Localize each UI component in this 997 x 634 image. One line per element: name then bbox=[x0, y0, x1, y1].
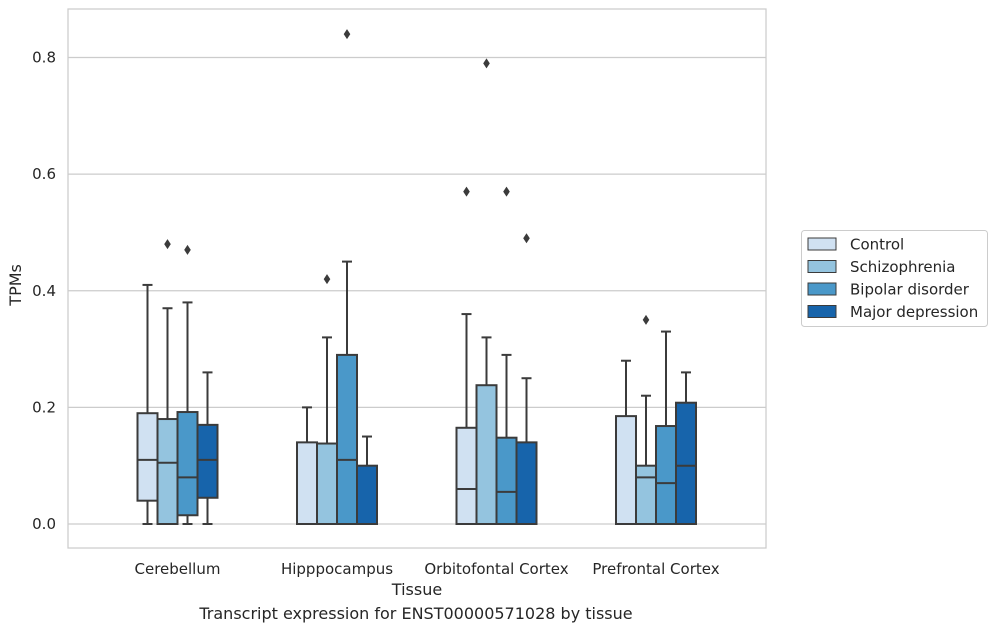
box-iqr bbox=[296, 441, 318, 525]
outlier-point bbox=[483, 58, 490, 69]
box-schizophrenia bbox=[156, 239, 179, 526]
legend-label: Control bbox=[850, 236, 904, 254]
outlier-point bbox=[164, 239, 171, 250]
legend-label: Bipolar disorder bbox=[850, 281, 970, 299]
x-axis-label: Tissue bbox=[391, 580, 442, 599]
box-group bbox=[296, 29, 378, 525]
box-bipolar-disorder bbox=[336, 29, 358, 525]
outlier-point bbox=[642, 314, 650, 325]
legend-frame bbox=[801, 230, 988, 327]
y-axis-label: TPMs bbox=[6, 264, 25, 307]
box-major-depression bbox=[196, 371, 219, 525]
box-iqr bbox=[336, 353, 358, 525]
box-control bbox=[136, 283, 159, 525]
outlier-point bbox=[343, 29, 351, 40]
box-iqr bbox=[196, 423, 219, 499]
box-control bbox=[615, 359, 637, 526]
legend: Control Schizophrenia Bipolar disorder Majo… bbox=[801, 230, 988, 327]
y-tick-label: 0.2 bbox=[32, 398, 56, 416]
outlier-point bbox=[503, 186, 510, 197]
y-tick-label: 0.0 bbox=[32, 515, 56, 533]
x-tick-label: Orbitofontal Cortex bbox=[424, 560, 568, 578]
legend-item: Bipolar disorder bbox=[807, 281, 970, 299]
x-tick-label: Cerebellum bbox=[135, 560, 221, 578]
box-control bbox=[455, 186, 478, 525]
box-major-depression bbox=[675, 371, 697, 525]
y-tick-label: 0.4 bbox=[32, 282, 56, 300]
box-group bbox=[136, 239, 219, 526]
box-iqr bbox=[635, 464, 657, 525]
box-major-depression bbox=[356, 435, 378, 525]
x-axis-ticks: Cerebellum Hipppocampus Orbitofontal Corte… bbox=[135, 560, 720, 578]
x-tick-label: Prefrontal Cortex bbox=[592, 560, 719, 578]
box-bipolar-disorder bbox=[655, 330, 677, 525]
legend-swatch bbox=[807, 305, 837, 318]
box-bipolar-disorder bbox=[495, 186, 518, 526]
y-tick-label: 0.6 bbox=[32, 165, 56, 183]
box-iqr bbox=[495, 436, 518, 526]
outlier-point bbox=[323, 274, 331, 285]
y-tick-label: 0.8 bbox=[32, 49, 56, 67]
legend-swatch bbox=[807, 260, 837, 273]
box-schizophrenia bbox=[635, 314, 657, 525]
plot-frame bbox=[67, 8, 767, 549]
box-control bbox=[296, 406, 318, 525]
legend-item: Schizophrenia bbox=[807, 258, 955, 276]
legend-item: Control bbox=[807, 236, 904, 254]
box-iqr bbox=[136, 412, 159, 502]
box-iqr bbox=[515, 441, 538, 525]
box-iqr bbox=[156, 418, 179, 526]
figure-caption: Transcript expression for ENST0000057102… bbox=[199, 604, 633, 623]
box-schizophrenia bbox=[316, 274, 338, 525]
box-major-depression bbox=[515, 233, 538, 525]
outlier-point bbox=[463, 186, 470, 197]
box-group bbox=[455, 58, 538, 526]
box-iqr bbox=[455, 426, 478, 525]
box-group bbox=[615, 314, 697, 526]
legend-swatch bbox=[807, 282, 837, 296]
legend-label: Schizophrenia bbox=[850, 258, 955, 276]
y-axis-ticks: 0.0 0.2 0.4 0.6 0.8 bbox=[32, 49, 56, 534]
legend-label: Major depression bbox=[850, 303, 978, 321]
box-iqr bbox=[475, 384, 498, 525]
x-tick-label: Hipppocampus bbox=[281, 560, 393, 578]
box-iqr bbox=[356, 464, 378, 525]
box-groups bbox=[136, 29, 697, 526]
legend-item: Major depression bbox=[807, 303, 978, 321]
box-iqr bbox=[675, 401, 697, 525]
box-iqr bbox=[655, 425, 677, 525]
box-bipolar-disorder bbox=[176, 244, 199, 525]
box-iqr bbox=[176, 411, 199, 517]
box-iqr bbox=[615, 415, 637, 526]
outlier-point bbox=[523, 233, 530, 244]
legend-swatch bbox=[807, 237, 837, 251]
box-iqr bbox=[316, 442, 338, 525]
outlier-point bbox=[184, 244, 191, 255]
